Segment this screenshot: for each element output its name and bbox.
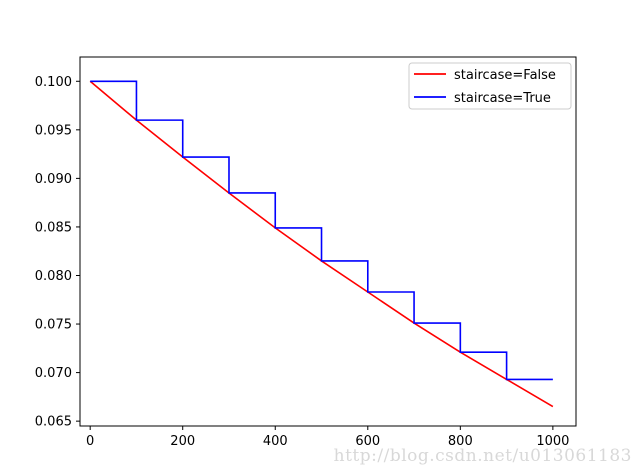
y-tick-label: 0.095 (35, 123, 72, 138)
y-axis: 0.065 0.070 0.075 0.080 0.085 0.090 0.095 0.100 (35, 75, 80, 430)
x-tick-label: 800 (448, 434, 473, 449)
y-tick-label: 0.100 (35, 75, 72, 90)
y-tick-label: 0.070 (35, 366, 72, 381)
y-tick-label: 0.085 (35, 220, 72, 235)
legend-label-staircase-false: staircase=False (454, 68, 556, 83)
x-axis: 0 200 400 600 800 1000 (86, 426, 569, 449)
y-tick-label: 0.065 (35, 415, 72, 430)
legend: staircase=False staircase=True (408, 62, 572, 110)
series-layer (89, 80, 554, 408)
x-tick-label: 400 (263, 434, 288, 449)
x-tick-label: 0 (86, 434, 94, 449)
x-tick-label: 200 (170, 434, 195, 449)
series-line-staircase-true (90, 80, 553, 381)
x-tick-label: 600 (355, 434, 380, 449)
y-tick-label: 0.080 (35, 269, 72, 284)
plot-frame (79, 56, 577, 427)
legend-box (408, 62, 572, 110)
x-tick-label: 1000 (536, 434, 569, 449)
watermark: http://blog.csdn.net/u013061183 (334, 446, 632, 466)
legend-label-staircase-true: staircase=True (454, 91, 551, 106)
y-tick-label: 0.090 (35, 172, 72, 187)
y-tick-label: 0.075 (35, 318, 72, 333)
